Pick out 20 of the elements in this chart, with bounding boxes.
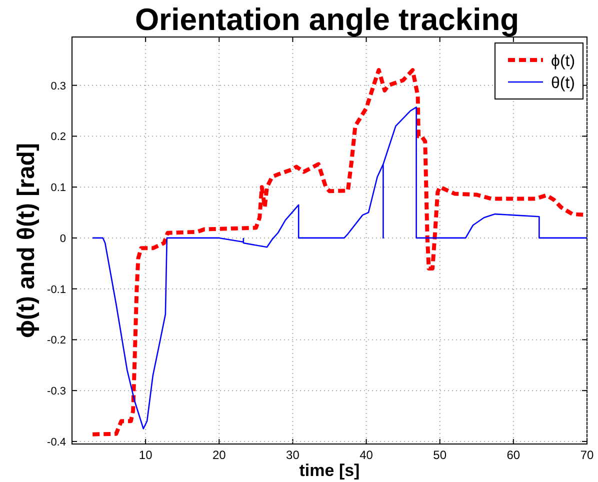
x-tick-label: 10	[138, 448, 153, 462]
y-tick-label: -0.4	[47, 436, 66, 448]
x-tick-label: 50	[433, 448, 447, 462]
y-tick-label: -0.2	[47, 334, 66, 347]
y-tick-label: -0.1	[47, 284, 66, 296]
legend-label: ϕ(t)	[551, 53, 576, 70]
x-tick-label: 70	[580, 448, 594, 462]
legend-label: θ(t)	[551, 75, 575, 92]
x-tick-label: 40	[360, 448, 374, 462]
x-tick-label: 60	[506, 448, 520, 462]
y-tick-label: 0.2	[50, 131, 66, 144]
x-axis-title: time [s]	[299, 461, 360, 480]
x-tick-label: 30	[286, 448, 300, 462]
y-axis-title: ϕ(t) and θ(t) [rad]	[13, 143, 40, 338]
chart-title: Orientation angle tracking	[134, 2, 520, 37]
y-tick-label: -0.3	[47, 386, 66, 398]
y-tick-label: 0	[60, 232, 66, 245]
y-tick-label: 0.1	[50, 182, 66, 194]
x-tick-label: 20	[212, 448, 226, 462]
y-tick-label: 0.3	[50, 80, 66, 92]
